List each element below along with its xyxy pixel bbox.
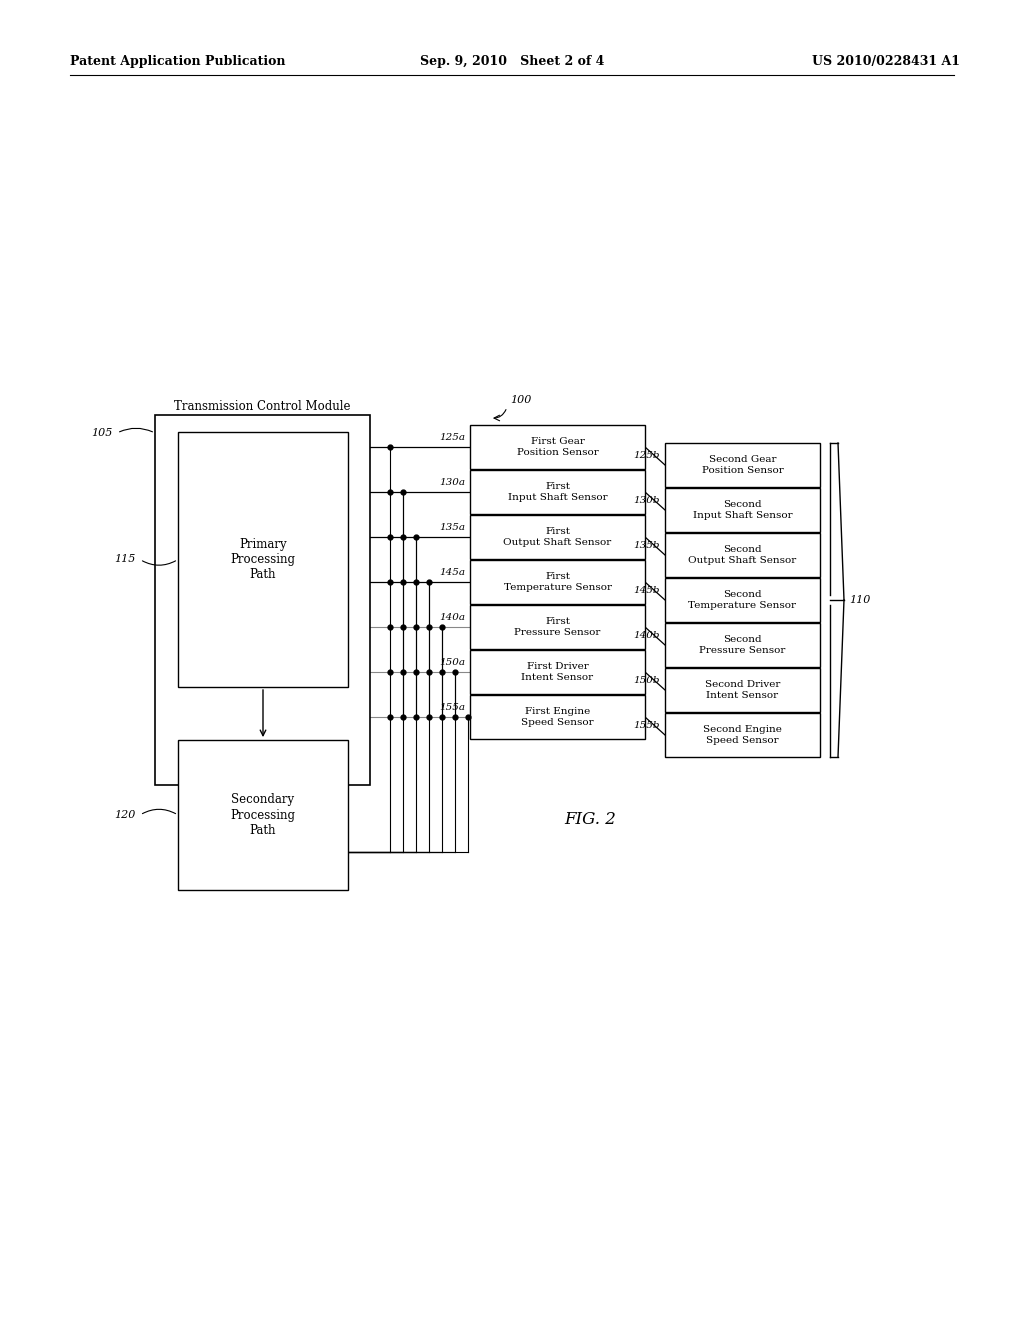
Text: 125b: 125b <box>634 451 660 459</box>
Text: 140b: 140b <box>634 631 660 640</box>
Text: 155a: 155a <box>439 704 465 711</box>
Text: First
Input Shaft Sensor: First Input Shaft Sensor <box>508 482 607 502</box>
Text: Second
Pressure Sensor: Second Pressure Sensor <box>699 635 785 655</box>
Text: 150a: 150a <box>439 657 465 667</box>
Text: Second
Output Shaft Sensor: Second Output Shaft Sensor <box>688 545 797 565</box>
Text: 130b: 130b <box>634 496 660 506</box>
Text: 110: 110 <box>849 595 870 605</box>
Text: Second
Input Shaft Sensor: Second Input Shaft Sensor <box>692 500 793 520</box>
Text: Patent Application Publication: Patent Application Publication <box>70 55 286 69</box>
Bar <box>470 605 645 649</box>
Bar <box>178 741 348 890</box>
Text: 135a: 135a <box>439 523 465 532</box>
Text: 125a: 125a <box>439 433 465 442</box>
Text: First Driver
Intent Sensor: First Driver Intent Sensor <box>521 663 594 681</box>
Text: First
Pressure Sensor: First Pressure Sensor <box>514 618 601 636</box>
Bar <box>470 560 645 605</box>
Text: 145b: 145b <box>634 586 660 595</box>
Bar <box>665 488 820 532</box>
Text: 155b: 155b <box>634 721 660 730</box>
Bar <box>665 713 820 756</box>
Text: 135b: 135b <box>634 541 660 550</box>
Text: US 2010/0228431 A1: US 2010/0228431 A1 <box>812 55 961 69</box>
Text: Primary
Processing
Path: Primary Processing Path <box>230 539 296 581</box>
Text: Second Driver
Intent Sensor: Second Driver Intent Sensor <box>705 680 780 700</box>
Text: Secondary
Processing
Path: Secondary Processing Path <box>230 793 296 837</box>
Bar <box>470 515 645 558</box>
Text: 120: 120 <box>115 810 136 820</box>
Text: Second
Temperature Sensor: Second Temperature Sensor <box>688 590 797 610</box>
Bar <box>665 578 820 622</box>
Text: Second Engine
Speed Sensor: Second Engine Speed Sensor <box>703 725 782 744</box>
Bar <box>470 470 645 513</box>
Text: First Gear
Position Sensor: First Gear Position Sensor <box>517 437 598 457</box>
Text: FIG. 2: FIG. 2 <box>564 812 616 829</box>
Text: First
Temperature Sensor: First Temperature Sensor <box>504 573 611 591</box>
Text: 100: 100 <box>510 395 531 405</box>
Text: Transmission Control Module: Transmission Control Module <box>174 400 351 413</box>
Text: Second Gear
Position Sensor: Second Gear Position Sensor <box>701 455 783 475</box>
Bar <box>470 425 645 469</box>
Text: 150b: 150b <box>634 676 660 685</box>
Bar <box>178 432 348 686</box>
Bar <box>665 668 820 711</box>
Text: Sep. 9, 2010   Sheet 2 of 4: Sep. 9, 2010 Sheet 2 of 4 <box>420 55 604 69</box>
Text: 105: 105 <box>91 428 113 438</box>
Text: 145a: 145a <box>439 568 465 577</box>
Bar <box>470 696 645 739</box>
Text: 140a: 140a <box>439 612 465 622</box>
Bar <box>665 444 820 487</box>
Text: 115: 115 <box>115 554 136 565</box>
Bar <box>155 414 370 785</box>
Text: First
Output Shaft Sensor: First Output Shaft Sensor <box>504 527 611 546</box>
Text: 130a: 130a <box>439 478 465 487</box>
Bar <box>470 649 645 694</box>
Bar <box>665 623 820 667</box>
Bar <box>665 533 820 577</box>
Text: First Engine
Speed Sensor: First Engine Speed Sensor <box>521 708 594 727</box>
